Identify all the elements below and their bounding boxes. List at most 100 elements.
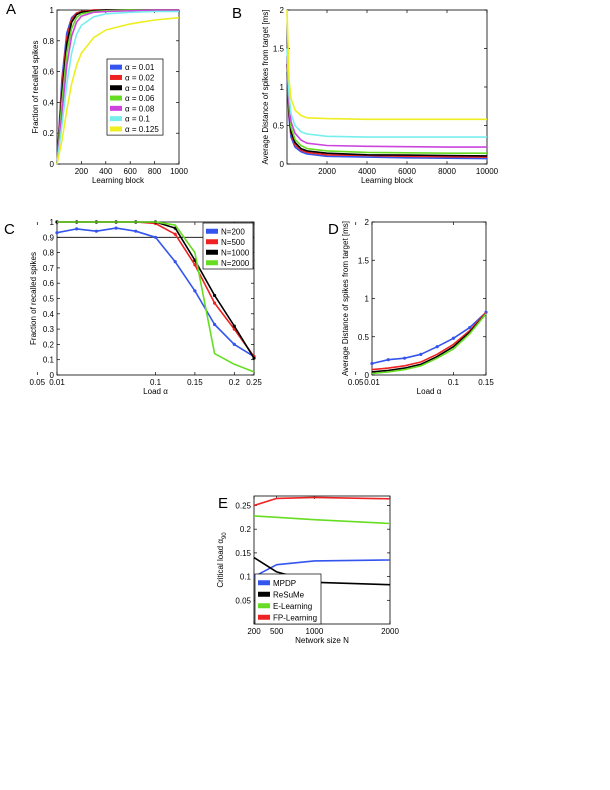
y-tick-label: 0.25 (235, 501, 251, 510)
legend-label: α = 0.01 (125, 63, 155, 72)
series-line (286, 56, 487, 148)
x-tick-label: 500 (270, 627, 284, 636)
y-tick-label: 0.05 (235, 596, 251, 605)
data-point (193, 289, 197, 293)
y-tick-label: 2 (365, 218, 370, 227)
x-tick-label: 800 (148, 167, 162, 176)
axes-box (286, 9, 488, 165)
y-tick-label: 1 (365, 295, 370, 304)
x-tick-label: 8000 (438, 167, 456, 176)
series-line (253, 559, 391, 578)
x-tick-label: 200 (247, 627, 261, 636)
legend-swatch (206, 239, 218, 245)
x-tick-label: 6000 (398, 167, 416, 176)
legend-label: α = 0.02 (125, 73, 155, 82)
legend-label: MPDP (273, 579, 296, 588)
legend-label: E-Learning (273, 602, 312, 611)
legend-label: N=1000 (221, 248, 250, 257)
y-tick-label: 0.1 (240, 573, 252, 582)
x-tick-label: 0.05 (348, 378, 364, 387)
legend-swatch (206, 249, 218, 255)
y-tick-label: 0 (280, 160, 285, 169)
y-tick-label: 1 (50, 218, 55, 227)
legend-swatch (258, 614, 270, 620)
legend-swatch (110, 95, 122, 101)
y-tick-label: 0.9 (43, 233, 55, 242)
panel-label: B (232, 5, 242, 22)
series-line (57, 221, 255, 373)
y-tick-label: 0.5 (273, 122, 285, 131)
legend-swatch (110, 105, 122, 111)
legend: MPDP ReSuMe E-Learning FP-Learning (254, 573, 322, 625)
legend-label: N=500 (221, 238, 245, 247)
y-tick-label: 0.2 (43, 340, 55, 349)
y-tick-label: 0.5 (43, 295, 55, 304)
y-tick-label: 0.2 (240, 525, 252, 534)
y-axis-label: Fraction of recalled spikes (31, 41, 40, 134)
x-axis-label: Load α (143, 387, 168, 396)
x-axis-label: Learning block (92, 176, 145, 185)
legend-label: α = 0.04 (125, 84, 155, 93)
y-tick-label: 0.15 (235, 549, 251, 558)
data-point (173, 260, 177, 264)
legend-label: α = 0.1 (125, 115, 150, 124)
data-point (468, 325, 472, 330)
panel-label: A (6, 1, 16, 18)
series-line (56, 10, 179, 165)
y-tick-label: 0.8 (43, 249, 55, 258)
series-line (286, 9, 487, 121)
legend: α = 0.01α = 0.02 α = 0.04α = 0.06α = 0.08… (106, 58, 164, 136)
y-tick-label: 0.6 (43, 279, 55, 288)
legend-swatch (206, 228, 218, 234)
x-tick-label: 0.15 (478, 378, 494, 387)
x-tick-label: 0.05 (30, 378, 46, 387)
series-line (371, 311, 487, 371)
y-axis-label: Fraction of recalled spikes (29, 252, 38, 345)
data-point (173, 232, 177, 236)
panel-label: E (218, 495, 228, 512)
data-point (213, 293, 217, 298)
data-point (370, 361, 374, 366)
y-axis-label-subscript: 90 (222, 532, 228, 539)
x-axis-label: Learning block (361, 176, 414, 185)
series-line (253, 515, 391, 525)
series-line (286, 71, 488, 160)
legend-swatch (110, 64, 122, 70)
x-tick-label: 0.2 (229, 378, 241, 387)
x-tick-label: 4000 (358, 167, 376, 176)
panel-b: B 0 0.5 1 1.5 2 2000 4000 6000 8000 10000 Learning … (232, 5, 499, 185)
x-tick-label: 0.15 (187, 378, 203, 387)
series-line (371, 313, 487, 375)
panel-e: E 0.05 0.1 0.15 0.2 0.25 200 500 1000 2000 Network… (216, 495, 399, 645)
y-tick-label: 1.5 (273, 45, 285, 54)
data-point (213, 301, 217, 305)
data-point (232, 324, 236, 328)
data-point (435, 345, 439, 349)
x-axis-label: Load α (417, 387, 442, 396)
series-line (56, 16, 180, 165)
axes-box (371, 221, 487, 376)
legend-swatch (110, 126, 122, 132)
x-tick-label: 1000 (306, 627, 324, 636)
x-tick-label: 2000 (318, 167, 336, 176)
legend-label: α = 0.125 (125, 125, 159, 134)
x-tick-label: 600 (124, 167, 138, 176)
data-point (451, 336, 456, 340)
x-tick-label: 0.1 (150, 378, 162, 387)
y-tick-label: 0.8 (43, 37, 55, 46)
x-tick-label: 200 (75, 167, 89, 176)
x-tick-label: 400 (99, 167, 113, 176)
series-line (286, 59, 487, 154)
legend-label: α = 0.06 (125, 94, 155, 103)
y-tick-label: 0 (50, 371, 55, 380)
legend-swatch (206, 260, 218, 266)
x-axis-label: Network size N (295, 636, 349, 645)
y-tick-label: 0.2 (43, 129, 55, 138)
legend-swatch (258, 603, 270, 609)
data-point (232, 342, 236, 346)
data-point (153, 235, 158, 239)
data-point (402, 356, 407, 360)
y-tick-label: 1.5 (358, 256, 370, 265)
y-tick-label: 0.6 (43, 68, 55, 77)
